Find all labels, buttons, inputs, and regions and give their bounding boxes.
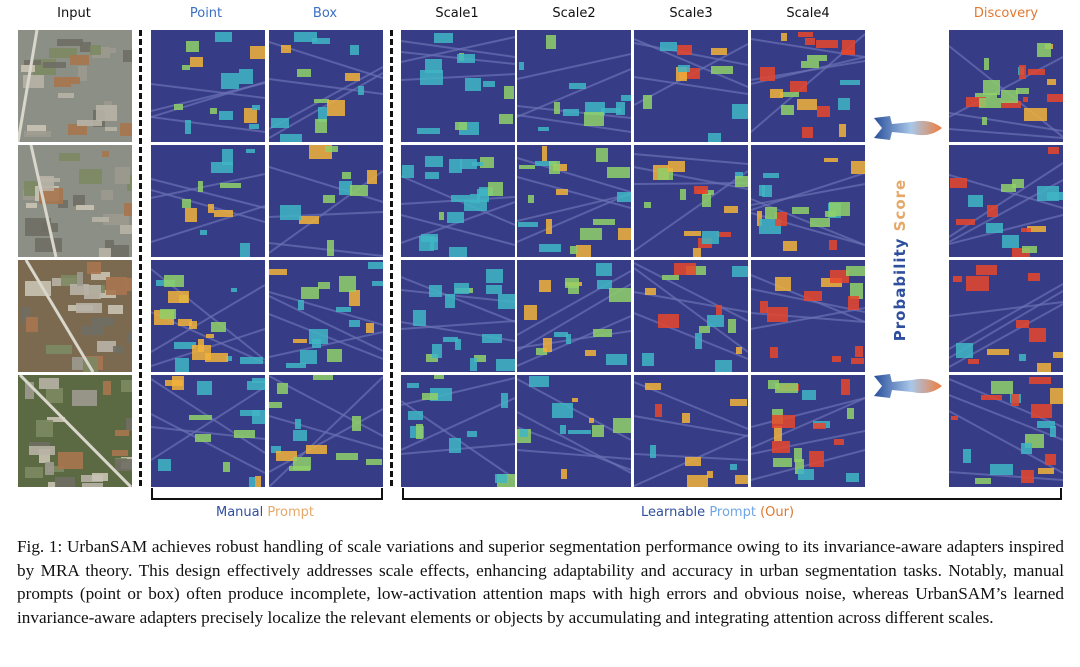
- tile-scale3-row2: [634, 145, 748, 257]
- tile-input-row3: [18, 260, 132, 372]
- learnable-word: Learnable: [641, 505, 706, 520]
- tile-scale3-row4: [634, 375, 748, 487]
- tile-point-row3: [151, 260, 265, 372]
- tile-discovery-row2: [949, 145, 1063, 257]
- tile-scale4-row1: [751, 30, 865, 142]
- probability-score-label: Probability Score: [870, 175, 930, 345]
- manual-word: Manual: [216, 505, 264, 520]
- tile-discovery-row1: [949, 30, 1063, 142]
- tile-scale3-row1: [634, 30, 748, 142]
- tile-scale2-row1: [517, 30, 631, 142]
- manual-prompt-word: Prompt: [267, 505, 315, 520]
- tile-point-row2: [151, 145, 265, 257]
- header-scale4: Scale4: [786, 6, 830, 21]
- tile-scale4-row3: [751, 260, 865, 372]
- tile-scale2-row3: [517, 260, 631, 372]
- tile-discovery-row4: [949, 375, 1063, 487]
- tile-scale4-row2: [751, 145, 865, 257]
- tile-scale2-row4: [517, 375, 631, 487]
- header-point: Point: [189, 6, 223, 21]
- score-word: Score: [891, 178, 909, 232]
- learnable-prompt-word: Prompt: [709, 505, 756, 520]
- tile-input-row4: [18, 375, 132, 487]
- tile-input-row2: [18, 145, 132, 257]
- manual-prompt-bracket: [151, 488, 383, 500]
- tile-box-row2: [269, 145, 383, 257]
- probability-distribution-icon-bottom: [874, 374, 942, 398]
- header-discovery: Discovery: [973, 6, 1039, 21]
- tile-point-row1: [151, 30, 265, 142]
- separator-right: [390, 30, 393, 486]
- tile-scale2-row2: [517, 145, 631, 257]
- tile-scale4-row4: [751, 375, 865, 487]
- probability-word: Probability: [891, 237, 909, 342]
- tile-scale1-row2: [401, 145, 515, 257]
- learnable-prompt-label: Learnable Prompt (Our): [641, 505, 794, 520]
- manual-prompt-label: Manual Prompt: [216, 505, 314, 520]
- probability-distribution-icon-top: [874, 116, 942, 140]
- tile-discovery-row3: [949, 260, 1063, 372]
- tile-scale1-row1: [401, 30, 515, 142]
- tile-scale3-row3: [634, 260, 748, 372]
- header-input: Input: [57, 6, 91, 21]
- header-box: Box: [312, 6, 338, 21]
- figure-caption: Fig. 1: UrbanSAM achieves robust handlin…: [17, 537, 1064, 627]
- learnable-prompt-bracket: [402, 488, 1062, 500]
- header-scale3: Scale3: [669, 6, 713, 21]
- tile-box-row1: [269, 30, 383, 142]
- tile-point-row4: [151, 375, 265, 487]
- tile-scale1-row4: [401, 375, 515, 487]
- tile-scale1-row3: [401, 260, 515, 372]
- header-scale1: Scale1: [435, 6, 479, 21]
- tile-input-row1: [18, 30, 132, 142]
- our-word: (Our): [760, 505, 795, 520]
- separator-left: [139, 30, 142, 486]
- tile-box-row4: [269, 375, 383, 487]
- tile-box-row3: [269, 260, 383, 372]
- header-scale2: Scale2: [552, 6, 596, 21]
